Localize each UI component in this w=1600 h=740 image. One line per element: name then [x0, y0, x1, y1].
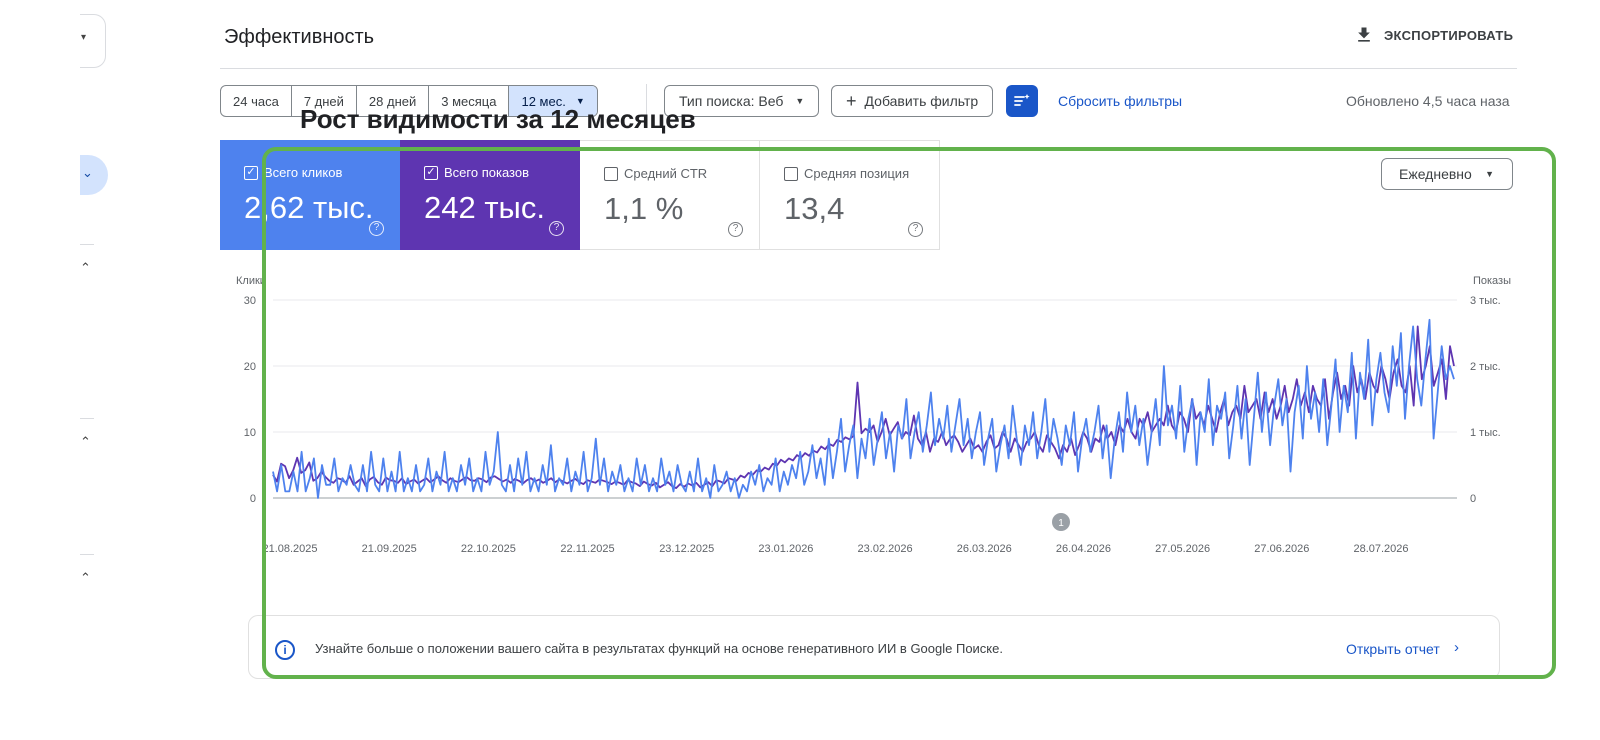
- range-7d[interactable]: 7 дней: [292, 86, 357, 116]
- annotation-marker[interactable]: [1052, 513, 1070, 531]
- performance-chart: Клики Показы 30 3 тыс.20 2 тыс.10 1 тыс.0 0 …: [236, 275, 1511, 555]
- right-axis-label: Показы: [1473, 275, 1511, 287]
- clicks-series-line: [272, 318, 1455, 499]
- metric-card-clicks[interactable]: ✓ Всего кликов 2,62 тыс. ?: [220, 140, 400, 250]
- left-tick-label: 0: [250, 493, 256, 505]
- download-icon: [1358, 27, 1370, 42]
- help-icon[interactable]: ?: [549, 221, 564, 236]
- metric-label: Средний CTR: [624, 166, 708, 181]
- date-range-selector: 24 часа 7 дней 28 дней 3 месяца 12 мес. ▼: [220, 85, 598, 117]
- range-label: 24 часа: [233, 93, 279, 109]
- range-3m[interactable]: 3 месяца: [429, 86, 510, 116]
- x-tick-label: 26.04.2026: [1056, 543, 1111, 555]
- export-label: ЭКСПОРТИРОВАТЬ: [1384, 27, 1514, 43]
- search-type-label: Тип поиска: Веб: [679, 93, 784, 109]
- checkbox-empty-icon[interactable]: [784, 167, 798, 181]
- metric-value: 1,1 %: [604, 191, 684, 226]
- x-tick-label: 21.09.2025: [362, 543, 417, 555]
- frequency-dropdown[interactable]: Ежедневно ▼: [1381, 158, 1513, 190]
- help-icon[interactable]: ?: [369, 221, 384, 236]
- metric-value: 13,4: [784, 191, 845, 226]
- export-button[interactable]: ЭКСПОРТИРОВАТЬ: [1354, 25, 1513, 45]
- sidebar: ▾ ⌄ ⌃ ⌃ ⌃: [0, 0, 110, 740]
- left-tick-label: 10: [244, 427, 256, 439]
- chevron-right-icon[interactable]: ›: [1454, 639, 1459, 656]
- left-axis-label: Клики: [236, 275, 266, 287]
- range-label: 12 мес.: [521, 93, 566, 109]
- sidebar-divider: [80, 554, 94, 555]
- add-filter-label: Добавить фильтр: [864, 93, 979, 109]
- chevron-down-icon: ⌄: [82, 165, 93, 180]
- range-label: 28 дней: [368, 93, 417, 109]
- range-28d[interactable]: 28 дней: [357, 86, 430, 116]
- right-tick-label: 3 тыс.: [1470, 295, 1501, 307]
- updated-status: Обновлено 4,5 часа наза: [1346, 93, 1510, 109]
- metric-label: Всего кликов: [264, 165, 343, 180]
- checkbox-empty-icon[interactable]: [604, 167, 618, 181]
- header-divider: [220, 68, 1517, 69]
- metric-card-impressions[interactable]: ✓ Всего показов 242 тыс. ?: [400, 140, 580, 250]
- banner-text: Узнайте больше о положении вашего сайта …: [315, 641, 1003, 656]
- chevron-down-icon: ▾: [81, 32, 87, 43]
- x-tick-label: 28.07.2026: [1353, 543, 1408, 555]
- filter-settings-button[interactable]: [1006, 85, 1038, 117]
- left-tick-label: 20: [244, 361, 256, 373]
- frequency-label: Ежедневно: [1399, 166, 1472, 182]
- x-tick-label: 21.08.2025: [262, 543, 317, 555]
- range-12m[interactable]: 12 мес. ▼: [509, 86, 597, 116]
- metric-value: 242 тыс.: [424, 190, 545, 225]
- x-tick-label: 27.05.2026: [1155, 543, 1210, 555]
- reset-filters-link[interactable]: Сбросить фильтры: [1058, 93, 1183, 109]
- chevron-up-icon[interactable]: ⌃: [80, 434, 91, 449]
- sidebar-divider: [80, 244, 94, 245]
- sidebar-divider: [80, 418, 94, 419]
- filter-sparkle-icon: [1014, 94, 1030, 106]
- annotation-label: 1: [1058, 518, 1064, 529]
- help-icon[interactable]: ?: [908, 222, 923, 237]
- search-type-dropdown[interactable]: Тип поиска: Веб ▼: [664, 85, 820, 117]
- x-tick-label: 23.12.2025: [659, 543, 714, 555]
- caret-down-icon: ▼: [1485, 169, 1494, 179]
- info-icon: i: [275, 640, 295, 660]
- plus-icon: +: [846, 91, 857, 111]
- sidebar-property-card[interactable]: ▾: [80, 14, 106, 68]
- chevron-up-icon[interactable]: ⌃: [80, 260, 91, 275]
- x-tick-label: 27.06.2026: [1254, 543, 1309, 555]
- checkbox-checked-icon[interactable]: ✓: [424, 166, 438, 180]
- metric-cards: ✓ Всего кликов 2,62 тыс. ? ✓ Всего показ…: [220, 140, 940, 250]
- x-tick-label: 23.01.2026: [758, 543, 813, 555]
- metric-label: Средняя позиция: [804, 166, 910, 181]
- impressions-series-line: [272, 325, 1455, 490]
- caret-down-icon: ▼: [795, 96, 805, 106]
- x-tick-label: 23.02.2026: [858, 543, 913, 555]
- right-tick-label: 0: [1470, 493, 1476, 505]
- overlay-heading: Рост видимости за 12 месяцев: [300, 104, 696, 134]
- x-tick-label: 22.11.2025: [560, 543, 614, 555]
- right-tick-label: 2 тыс.: [1470, 361, 1501, 373]
- x-tick-label: 22.10.2025: [461, 543, 516, 555]
- metric-value: 2,62 тыс.: [244, 190, 374, 225]
- right-tick-label: 1 тыс.: [1470, 427, 1501, 439]
- checkbox-checked-icon[interactable]: ✓: [244, 166, 258, 180]
- chevron-up-icon[interactable]: ⌃: [80, 570, 91, 585]
- help-icon[interactable]: ?: [728, 222, 743, 237]
- left-tick-label: 30: [244, 295, 256, 307]
- x-tick-label: 26.03.2026: [957, 543, 1012, 555]
- ai-features-banner: i Узнайте больше о положении вашего сайт…: [248, 615, 1500, 679]
- add-filter-button[interactable]: + Добавить фильтр: [831, 85, 994, 117]
- filter-divider: [646, 84, 647, 118]
- caret-down-icon: ▼: [575, 96, 585, 106]
- range-label: 7 дней: [303, 93, 344, 109]
- range-24h[interactable]: 24 часа: [221, 86, 292, 116]
- open-report-link[interactable]: Открыть отчет: [1346, 641, 1440, 657]
- range-label: 3 месяца: [441, 93, 497, 109]
- sidebar-active-item[interactable]: ⌄: [80, 155, 108, 195]
- metric-card-position[interactable]: Средняя позиция 13,4 ?: [760, 140, 940, 250]
- metric-label: Всего показов: [444, 165, 529, 180]
- metric-card-ctr[interactable]: Средний CTR 1,1 % ?: [580, 140, 760, 250]
- page-title: Эффективность: [224, 26, 375, 48]
